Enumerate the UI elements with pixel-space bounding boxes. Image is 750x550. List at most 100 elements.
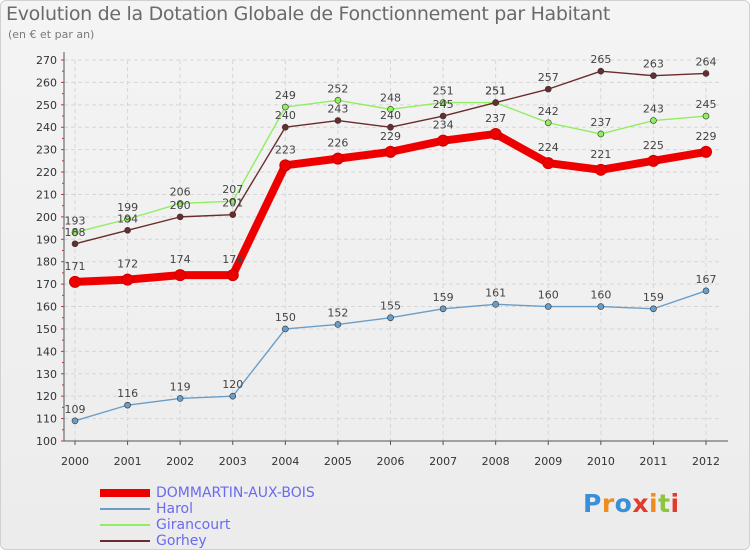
data-point-dommartin-aux-bois [700,145,712,158]
data-point-gorhey [71,240,79,248]
data-label-harol: 160 [538,289,559,302]
data-label-harol: 152 [327,306,348,319]
data-label-girancourt: 242 [538,105,559,118]
data-point-gorhey [492,99,499,106]
data-label-gorhey: 194 [117,212,138,225]
legend-label: Girancourt [156,517,231,533]
data-point-harol [229,392,237,400]
data-label-gorhey: 200 [170,199,191,212]
data-label-girancourt: 193 [65,215,86,228]
data-label-dommartin-aux-bois: 226 [327,137,348,150]
proxiti-logo: Proxiti [583,489,680,518]
data-point-harol [334,321,342,328]
logo-letter: x [632,489,649,518]
x-tick-label: 2001 [114,455,142,468]
y-tick-label: 170 [36,278,57,291]
data-point-gorhey [439,112,447,120]
data-label-girancourt: 245 [696,98,717,111]
data-point-dommartin-aux-bois [121,273,134,286]
data-label-dommartin-aux-bois: 174 [170,253,191,266]
logo-letter: P [583,489,602,518]
legend-swatch [100,508,150,510]
data-point-dommartin-aux-bois [226,269,239,282]
y-tick-label: 140 [36,345,57,358]
y-tick-label: 160 [36,301,57,314]
data-label-harol: 119 [170,380,191,393]
data-label-harol: 160 [590,289,611,302]
y-tick-label: 130 [36,368,57,381]
data-label-harol: 159 [433,291,454,304]
logo-letter: o [614,489,633,518]
data-point-dommartin-aux-bois [594,163,607,176]
legend-swatch [100,540,150,542]
data-point-gorhey [334,117,342,124]
data-point-girancourt [544,119,552,127]
data-point-dommartin-aux-bois [437,134,450,147]
data-point-harol [176,395,184,402]
data-point-girancourt [439,99,447,106]
data-label-dommartin-aux-bois: 172 [117,258,138,271]
data-label-girancourt: 243 [643,103,664,116]
data-label-gorhey: 251 [485,85,506,98]
axes [63,52,728,442]
data-point-girancourt [229,197,237,205]
x-tick-label: 2000 [61,455,89,468]
data-label-girancourt: 251 [485,85,506,98]
grid-lines [64,59,722,442]
data-point-dommartin-aux-bois [279,159,292,172]
data-label-dommartin-aux-bois: 229 [696,130,717,143]
y-tick-label: 270 [36,54,57,67]
y-tick-label: 120 [36,390,57,403]
data-label-gorhey: 245 [433,98,454,111]
data-point-harol [650,305,657,313]
y-tick-label: 100 [36,435,57,448]
data-labels: 109 116 119 120 150 152 155 159 161 160 160 159 167 1… [65,53,717,416]
data-label-harol: 116 [117,387,138,400]
y-tick-label: 200 [36,211,57,224]
data-label-harol: 150 [275,311,296,324]
data-label-harol: 155 [380,300,401,313]
data-point-girancourt [597,130,605,138]
data-label-dommartin-aux-bois: 224 [538,141,559,154]
x-tick-label: 2002 [166,455,194,468]
legend-item-girancourt: Girancourt [100,517,315,533]
data-point-gorhey [544,85,552,93]
data-label-gorhey: 265 [590,53,611,66]
data-label-gorhey: 264 [696,55,717,68]
legend: DOMMARTIN-AUX-BOIS Harol Girancourt Gorhey [100,485,315,549]
data-label-girancourt: 248 [380,91,401,104]
data-label-gorhey: 243 [327,103,348,116]
data-point-harol [702,287,710,295]
chart-subtitle: (en € et par an) [8,28,95,41]
data-point-gorhey [282,123,289,131]
legend-item-dommartin-aux-bois: DOMMARTIN-AUX-BOIS [100,485,315,501]
data-label-gorhey: 240 [380,109,401,122]
x-tick-label: 2008 [482,455,510,468]
data-point-dommartin-aux-bois [69,275,81,288]
data-point-girancourt [387,106,394,113]
x-tick-label: 2010 [587,455,615,468]
data-point-gorhey [124,227,131,234]
data-label-girancourt: 206 [170,185,191,198]
data-point-girancourt [71,229,79,236]
data-label-girancourt: 252 [327,82,348,95]
x-tick-label: 2004 [271,455,299,468]
data-label-gorhey: 188 [65,226,86,239]
data-point-girancourt [124,215,131,223]
data-point-harol [71,417,79,425]
data-point-harol [282,325,289,333]
y-tick-label: 230 [36,144,57,157]
data-label-girancourt: 249 [275,89,296,102]
data-label-dommartin-aux-bois: 171 [65,260,86,273]
data-label-gorhey: 257 [538,71,559,84]
x-axis-ticks: 2000 2001 2002 2003 2004 2005 2006 2007 2008 2009… [61,441,720,468]
data-point-harol [544,303,552,310]
data-point-gorhey [597,67,605,75]
legend-label: Harol [156,501,194,517]
legend-item-harol: Harol [100,501,315,517]
logo-letter: t [658,489,671,518]
y-tick-label: 190 [36,233,57,246]
data-point-girancourt [334,97,342,104]
logo-letter: i [670,489,680,518]
y-axis-ticks: 100 110 120 130 140 150 160 170 180 190 200 210 220 2… [36,54,64,448]
